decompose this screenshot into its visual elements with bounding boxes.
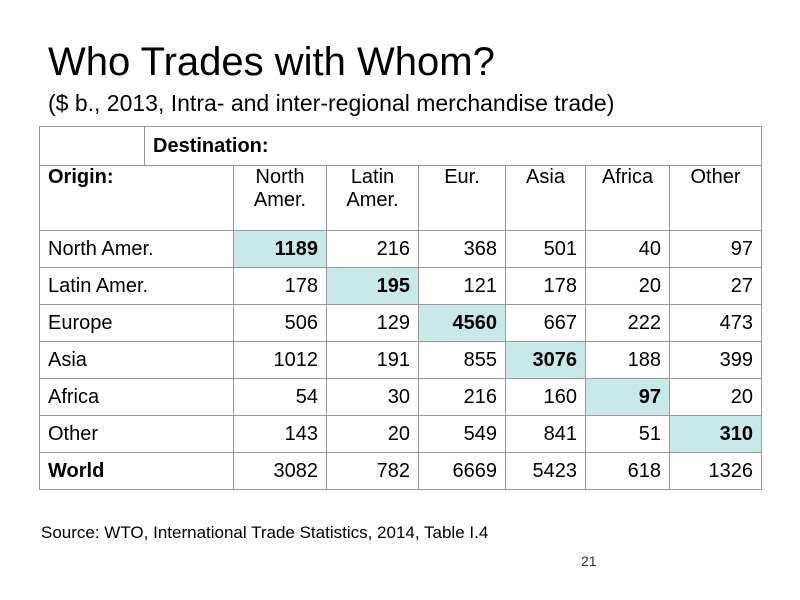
column-header-line: Africa	[601, 166, 654, 189]
table-cell: 129	[326, 304, 419, 342]
table-row: World 3082 782 6669 5423 618 1326	[39, 452, 762, 490]
table-cell: 143	[233, 415, 327, 453]
table-cell: 1012	[233, 341, 327, 379]
table-row: Europe 506 129 4560 667 222 473	[39, 304, 762, 342]
table-cell: 501	[505, 230, 586, 268]
table-cell: 855	[418, 341, 506, 379]
table-cell: 618	[585, 452, 670, 490]
table-cell: 368	[418, 230, 506, 268]
table-cell: 473	[669, 304, 762, 342]
column-header-line: Amer.	[253, 189, 307, 211]
column-header-line: Amer.	[346, 189, 399, 211]
column-header-row: Origin: North Amer. Latin Amer. Eur. Asia Afri…	[39, 165, 762, 231]
slide-subtitle: ($ b., 2013, Intra- and inter-regional m…	[48, 90, 615, 116]
destination-header-row: Destination:	[39, 126, 762, 166]
table-row: Asia 1012 191 855 3076 188 399	[39, 341, 762, 379]
column-header: North Amer.	[233, 165, 327, 231]
intra-regional-cell: 310	[669, 415, 762, 453]
table-cell: 5423	[505, 452, 586, 490]
table-cell: 188	[585, 341, 670, 379]
table-cell: 20	[585, 267, 670, 305]
row-label: Asia	[39, 341, 234, 379]
table-cell: 506	[233, 304, 327, 342]
intra-regional-cell: 1189	[233, 230, 327, 268]
table-cell: 222	[585, 304, 670, 342]
column-header-line: Other	[690, 166, 741, 189]
table-cell: 1326	[669, 452, 762, 490]
column-header: Asia	[505, 165, 586, 231]
slide-title: Who Trades with Whom?	[48, 40, 495, 84]
table-cell: 27	[669, 267, 762, 305]
column-header-line: North	[255, 166, 305, 189]
destination-label: Destination:	[144, 126, 762, 166]
trade-matrix-table: Destination: Origin: North Amer. Latin Amer…	[39, 126, 762, 490]
intra-regional-cell: 195	[326, 267, 419, 305]
table-row: Other 143 20 549 841 51 310	[39, 415, 762, 453]
column-header: Africa	[585, 165, 670, 231]
table-cell: 51	[585, 415, 670, 453]
column-header-line: Latin	[350, 166, 395, 189]
table-cell: 20	[326, 415, 419, 453]
intra-regional-cell: 97	[585, 378, 670, 416]
table-row: Latin Amer. 178 195 121 178 20 27	[39, 267, 762, 305]
table-cell: 54	[233, 378, 327, 416]
page-number: 21	[581, 553, 597, 569]
intra-regional-cell: 4560	[418, 304, 506, 342]
corner-cell	[39, 126, 145, 166]
table-cell: 30	[326, 378, 419, 416]
table-cell: 160	[505, 378, 586, 416]
row-label: Europe	[39, 304, 234, 342]
table-cell: 191	[326, 341, 419, 379]
column-header-line: Asia	[526, 166, 565, 189]
table-cell: 216	[326, 230, 419, 268]
column-header: Latin Amer.	[326, 165, 419, 231]
table-cell: 40	[585, 230, 670, 268]
table-cell: 3082	[233, 452, 327, 490]
origin-label: Origin:	[39, 165, 234, 231]
row-label: Latin Amer.	[39, 267, 234, 305]
table-cell: 841	[505, 415, 586, 453]
row-label: Africa	[39, 378, 234, 416]
table-cell: 97	[669, 230, 762, 268]
table-cell: 667	[505, 304, 586, 342]
table-cell: 121	[418, 267, 506, 305]
column-header-line: Eur.	[444, 166, 480, 189]
source-note: Source: WTO, International Trade Statist…	[41, 523, 489, 542]
table-cell: 216	[418, 378, 506, 416]
table-row: North Amer. 1189 216 368 501 40 97	[39, 230, 762, 268]
column-header: Other	[669, 165, 762, 231]
column-header: Eur.	[418, 165, 506, 231]
row-label: North Amer.	[39, 230, 234, 268]
table-cell: 6669	[418, 452, 506, 490]
intra-regional-cell: 3076	[505, 341, 586, 379]
table-row: Africa 54 30 216 160 97 20	[39, 378, 762, 416]
table-cell: 782	[326, 452, 419, 490]
table-cell: 178	[233, 267, 327, 305]
table-cell: 178	[505, 267, 586, 305]
table-cell: 20	[669, 378, 762, 416]
row-label: Other	[39, 415, 234, 453]
table-cell: 549	[418, 415, 506, 453]
row-label: World	[39, 452, 234, 490]
table-cell: 399	[669, 341, 762, 379]
